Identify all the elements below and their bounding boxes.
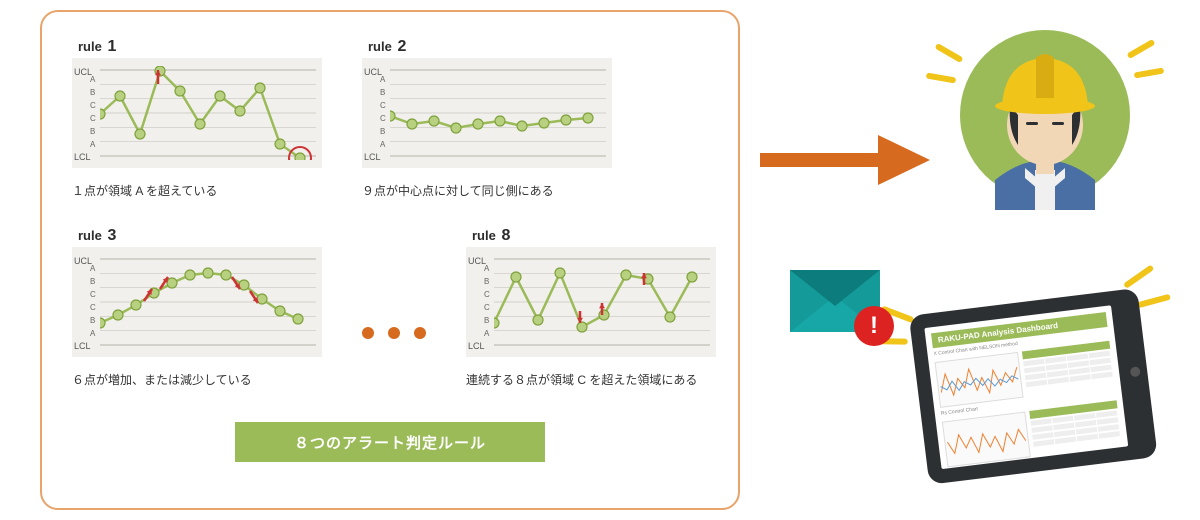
zone-label: B [484,317,489,325]
ellipsis-dot [414,327,426,339]
zone-label: C [90,115,96,123]
zone-label: A [90,265,95,273]
rule-title-number: 8 [501,227,510,244]
rule-2: rule 2UCLLCLABCCBA９点が中心点に対して同じ側にある [362,38,612,199]
rule-title-number: 1 [107,38,116,55]
lcl-label: LCL [74,153,91,162]
rules-row-bottom: rule 3UCLLCLABCCBA６点が増加、または減少している rule 8… [72,227,708,388]
rule-title-prefix: rule [472,228,496,243]
control-chart: UCLLCLABCCBA [466,247,716,357]
dashboard-chart-1 [935,352,1024,408]
rule-3: rule 3UCLLCLABCCBA６点が増加、または減少している [72,227,322,388]
control-chart: UCLLCLABCCBA [72,58,322,168]
rule-title-prefix: rule [368,39,392,54]
email-icon: ! [790,270,880,332]
control-chart: UCLLCLABCCBA [72,247,322,357]
envelope-top-flap [790,270,880,306]
dashboard-chart-2 [942,411,1031,467]
chart-svg [390,66,606,160]
zone-label: C [90,291,96,299]
dashboard-table-1 [1022,341,1115,397]
chart-svg [100,66,316,160]
zone-label: A [484,265,489,273]
ellipsis-dot [388,327,400,339]
rules-grid: rule 1UCLLCLABCCBA１点が領域 A を超えている rule 2U… [72,38,708,388]
zone-label: C [484,291,490,299]
ellipsis-dot [362,327,374,339]
zone-label: C [380,102,386,110]
rule-caption: 連続する８点が領域 C を超えた領域にある [466,371,716,388]
zone-label: A [90,330,95,338]
rule-caption: ９点が中心点に対して同じ側にある [362,182,612,199]
rules-panel: rule 1UCLLCLABCCBA１点が領域 A を超えている rule 2U… [40,10,740,510]
rule-caption: ６点が増加、または減少している [72,371,322,388]
worker-illustration [940,20,1150,230]
rule-caption: １点が領域 A を超えている [72,182,322,199]
lcl-label: LCL [468,342,485,351]
zone-label: B [380,89,385,97]
zone-label: A [90,141,95,149]
zone-label: B [90,278,95,286]
worker-svg [940,20,1150,230]
dashboard-table-2 [1029,400,1122,456]
flow-arrow-icon [760,135,930,185]
rule-8: rule 8UCLLCLABCCBA連続する８点が領域 C を超えた領域にある [466,227,716,388]
zone-label: A [90,76,95,84]
chart-svg [100,255,316,349]
rules-banner: ８つのアラート判定ルール [235,422,545,462]
control-chart: UCLLCLABCCBA [362,58,612,168]
tablet-illustration: RAKU-PAD Analysis Dashboard X Control Ch… [909,286,1182,515]
zone-label: C [380,115,386,123]
ellipsis-dots [362,327,426,339]
chart-svg [494,255,710,349]
rules-banner-text: ８つのアラート判定ルール [294,432,486,453]
lcl-label: LCL [74,342,91,351]
zone-label: A [484,330,489,338]
zone-label: C [484,304,490,312]
zone-label: C [90,304,96,312]
rule-title: rule 2 [368,38,612,56]
alert-badge-text: ! [870,312,878,340]
zone-label: B [380,128,385,136]
zone-label: B [90,89,95,97]
rule-1: rule 1UCLLCLABCCBA１点が領域 A を超えている [72,38,322,199]
zone-label: B [484,278,489,286]
rule-title: rule 1 [78,38,322,56]
tablet-home-button[interactable] [1130,366,1141,377]
rule-title: rule 3 [78,227,322,245]
zone-label: C [90,102,96,110]
rule-title: rule 8 [472,227,716,245]
rule-title-number: 3 [107,227,116,244]
zone-label: B [90,317,95,325]
rule-title-prefix: rule [78,39,102,54]
rule-title-number: 2 [397,38,406,55]
tablet-screen[interactable]: RAKU-PAD Analysis Dashboard X Control Ch… [924,305,1128,469]
rules-row-top: rule 1UCLLCLABCCBA１点が領域 A を超えている rule 2U… [72,38,708,199]
zone-label: A [380,76,385,84]
alert-badge-icon: ! [854,306,894,346]
rule-title-prefix: rule [78,228,102,243]
zone-label: B [90,128,95,136]
zone-label: A [380,141,385,149]
tablet-body: RAKU-PAD Analysis Dashboard X Control Ch… [909,288,1158,485]
lcl-label: LCL [364,153,381,162]
